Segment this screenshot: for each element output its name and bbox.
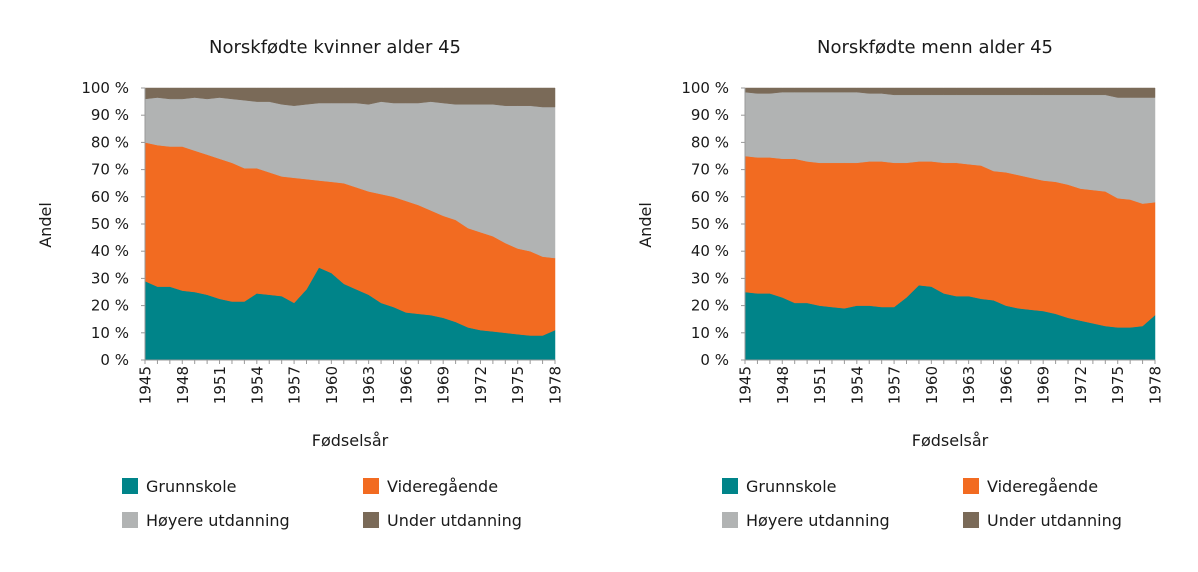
legend-swatch: [722, 478, 738, 494]
legend-swatch: [363, 512, 379, 528]
legend-label: Under utdanning: [387, 511, 522, 530]
y-tick-label: 40 %: [91, 242, 129, 260]
legend-label: Videregående: [987, 477, 1098, 496]
x-tick-label: 1972: [472, 366, 490, 404]
x-tick-label: 1960: [923, 366, 941, 404]
x-tick-label: 1951: [811, 366, 829, 404]
legend-swatch: [122, 512, 138, 528]
x-tick-label: 1969: [435, 366, 453, 404]
x-tick-label: 1954: [848, 366, 866, 404]
x-tick-label: 1963: [960, 366, 978, 404]
x-tick-label: 1963: [360, 366, 378, 404]
y-tick-label: 20 %: [91, 297, 129, 315]
legend-label: Grunnskole: [146, 477, 237, 496]
legend-swatch: [963, 512, 979, 528]
x-tick-label: 1957: [886, 366, 904, 404]
legend: Grunnskole Videregående Høyere utdanning Un…: [722, 477, 1122, 530]
x-tick-label: 1960: [323, 366, 341, 404]
y-tick-label: 80 %: [691, 133, 729, 151]
legend-item: Videregående: [363, 477, 498, 496]
x-tick-label: 1954: [248, 366, 266, 404]
chart-panel-1: Norskfødte kvinner alder 45 0 % 10 % 20 % 30…: [36, 37, 565, 530]
legend-label: Grunnskole: [746, 477, 837, 496]
legend-swatch: [963, 478, 979, 494]
legend-item: Videregående: [963, 477, 1098, 496]
y-tick-label: 70 %: [691, 161, 729, 179]
chart-panel-2: Norskfødte menn alder 45 0 % 10 % 20 % 30 % 4…: [636, 37, 1165, 530]
y-axis-title: Andel: [36, 202, 55, 248]
y-tick-label: 50 %: [91, 215, 129, 233]
area-under-utdanning: [744, 87, 1156, 98]
y-tick-label: 30 %: [691, 269, 729, 287]
legend-item: Grunnskole: [722, 477, 837, 496]
x-tick-label: 1975: [1109, 366, 1127, 404]
area-under-utdanning: [144, 87, 556, 108]
legend-label: Høyere utdanning: [746, 511, 890, 530]
legend-item: Høyere utdanning: [722, 511, 890, 530]
chart-title: Norskfødte kvinner alder 45: [209, 37, 461, 58]
x-tick-label: 1957: [286, 366, 304, 404]
x-tick-label: 1948: [174, 366, 192, 404]
y-tick-label: 70 %: [91, 161, 129, 179]
x-tick-label: 1978: [1147, 366, 1165, 404]
legend-item: Grunnskole: [122, 477, 237, 496]
legend-swatch: [122, 478, 138, 494]
chart-title: Norskfødte menn alder 45: [817, 37, 1053, 58]
y-tick-label: 100 %: [81, 79, 129, 97]
x-tick-label: 1948: [774, 366, 792, 404]
y-tick-label: 80 %: [91, 133, 129, 151]
x-tick-label: 1966: [997, 366, 1015, 404]
legend-label: Høyere utdanning: [146, 511, 290, 530]
x-axis-title: Fødselsår: [312, 431, 389, 450]
y-tick-label: 90 %: [91, 106, 129, 124]
legend-item: Under utdanning: [363, 511, 522, 530]
x-tick-label: 1972: [1072, 366, 1090, 404]
y-tick-label: 0 %: [700, 351, 729, 369]
x-tick-label: 1969: [1035, 366, 1053, 404]
legend-swatch: [722, 512, 738, 528]
x-tick-label: 1945: [137, 366, 155, 404]
legend-label: Videregående: [387, 477, 498, 496]
y-tick-label: 10 %: [91, 324, 129, 342]
y-tick-label: 0 %: [100, 351, 129, 369]
x-tick-label: 1966: [397, 366, 415, 404]
y-tick-label: 50 %: [691, 215, 729, 233]
x-tick-label: 1945: [737, 366, 755, 404]
legend-label: Under utdanning: [987, 511, 1122, 530]
y-tick-label: 100 %: [681, 79, 729, 97]
y-tick-label: 90 %: [691, 106, 729, 124]
y-tick-label: 30 %: [91, 269, 129, 287]
legend-swatch: [363, 478, 379, 494]
y-tick-label: 20 %: [691, 297, 729, 315]
legend: Grunnskole Videregående Høyere utdanning Un…: [122, 477, 522, 530]
x-tick-label: 1975: [509, 366, 527, 404]
y-tick-label: 60 %: [91, 188, 129, 206]
legend-item: Under utdanning: [963, 511, 1122, 530]
x-tick-label: 1978: [547, 366, 565, 404]
legend-item: Høyere utdanning: [122, 511, 290, 530]
y-tick-label: 40 %: [691, 242, 729, 260]
x-tick-label: 1951: [211, 366, 229, 404]
x-axis-title: Fødselsår: [912, 431, 989, 450]
y-axis-title: Andel: [636, 202, 655, 248]
y-tick-label: 10 %: [691, 324, 729, 342]
y-tick-label: 60 %: [691, 188, 729, 206]
